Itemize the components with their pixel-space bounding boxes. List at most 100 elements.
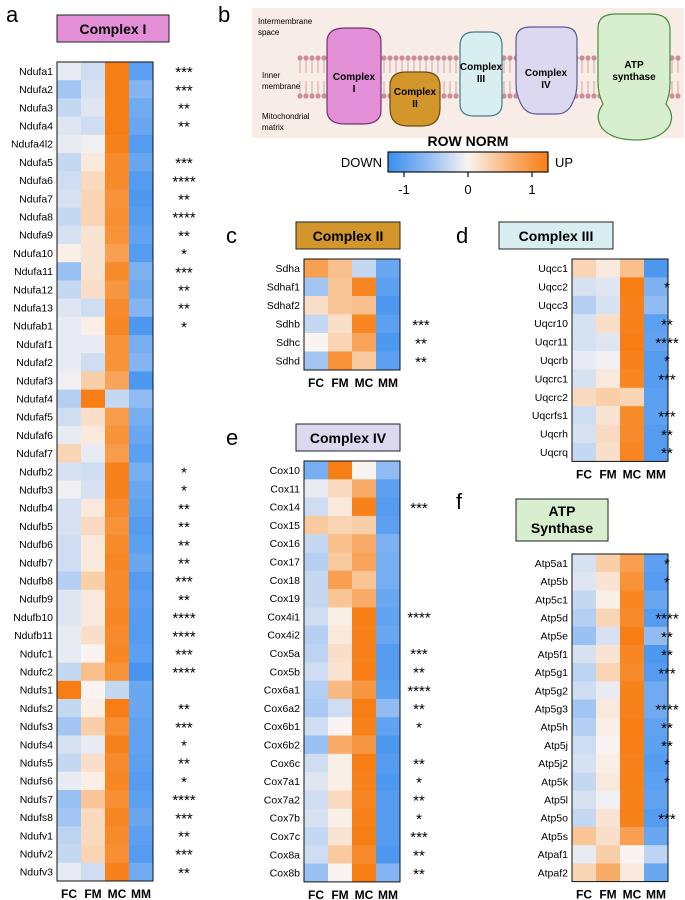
heatmap-cell — [105, 517, 130, 536]
heatmap-cell — [105, 535, 130, 554]
row-label: Ndufc2 — [20, 667, 53, 679]
heatmap-cell — [105, 626, 130, 645]
row-label: Sdhd — [275, 356, 300, 368]
heatmap-cell — [596, 387, 621, 407]
heatmap-cell — [572, 259, 597, 278]
heatmap-cell — [304, 570, 329, 590]
heatmap-cell — [328, 735, 353, 755]
heatmap-cell — [57, 389, 82, 409]
heatmap-cell — [304, 314, 329, 334]
label-inner-2: membrane — [262, 82, 301, 91]
heatmap-cell — [129, 62, 154, 81]
heatmap-cell — [376, 625, 401, 645]
row-label: Ndufv1 — [20, 830, 53, 842]
row-label: Atp5s — [541, 831, 568, 843]
heatmap-cell — [105, 808, 130, 827]
heatmap-cell — [57, 517, 82, 536]
heatmap-cell — [105, 426, 130, 445]
heatmap-cell — [57, 626, 82, 645]
heatmap-cell — [352, 497, 377, 517]
heatmap-cell — [304, 351, 329, 371]
heatmap-cell — [304, 827, 329, 846]
heatmap-cell — [81, 298, 106, 318]
heatmap-cell — [596, 645, 621, 664]
heatmap-cell — [328, 827, 353, 846]
row-label: Atp5g1 — [535, 667, 568, 679]
column-label: MM — [378, 888, 398, 900]
heatmap-cell — [105, 353, 130, 372]
heatmap-cell — [81, 735, 106, 754]
heatmap-cell — [644, 790, 669, 810]
heatmap-cell — [376, 296, 401, 315]
heatmap-cell — [304, 461, 329, 480]
heatmap-cell — [596, 608, 621, 628]
heatmap-cell — [644, 827, 669, 846]
row-label: Ndufaf6 — [16, 430, 53, 442]
heatmap-cell — [572, 681, 597, 700]
column-label: MM — [646, 888, 666, 900]
heatmap-cell — [129, 571, 154, 591]
significance-marker: *** — [410, 646, 428, 663]
row-label: Ndufa2 — [19, 84, 53, 96]
heatmap-cell — [57, 207, 82, 227]
row-label: Ndufa1 — [19, 66, 53, 78]
heatmap-cell — [129, 826, 154, 845]
significance-marker: *** — [175, 719, 193, 736]
heatmap-cell — [376, 845, 401, 864]
heatmap-cell — [129, 426, 154, 445]
heatmap-cell — [644, 554, 669, 573]
heatmap-frame — [571, 258, 669, 462]
heatmap-cell — [620, 351, 645, 370]
heatmap-cell — [644, 590, 669, 609]
heatmap-cell — [644, 699, 669, 719]
heatmap-cell — [644, 626, 669, 646]
column-label: FM — [599, 888, 616, 900]
heatmap-cell — [644, 572, 669, 591]
significance-marker: **** — [172, 210, 196, 227]
heatmap-cell — [644, 845, 669, 864]
heatmap-cell — [129, 535, 154, 554]
heatmap-cell — [105, 699, 130, 718]
heatmap-cell — [352, 333, 377, 352]
heatmap-cell — [620, 554, 645, 573]
complex-ii-label-1: Complex — [394, 87, 437, 98]
column-label: MC — [623, 467, 642, 481]
heatmap-cell — [352, 808, 377, 828]
heatmap-cell — [57, 771, 82, 791]
significance-marker: *** — [175, 155, 193, 172]
heatmap-cell — [129, 498, 154, 518]
row-label: Cox16 — [270, 538, 301, 550]
heatmap-cell — [596, 443, 621, 462]
significance-marker: ** — [661, 427, 673, 444]
row-label: Atp5g2 — [535, 685, 568, 697]
heatmap-cell — [572, 387, 597, 407]
heatmap-cell — [620, 295, 645, 315]
row-label: Uqcrfs1 — [532, 410, 568, 422]
heatmap-cell — [352, 863, 377, 883]
significance-marker: ** — [413, 756, 425, 773]
complex-ii-shape: Complex II — [389, 71, 441, 127]
significance-marker: ** — [178, 829, 190, 846]
heatmap-cell — [596, 572, 621, 591]
heatmap-cell — [596, 351, 621, 370]
significance-marker: ** — [413, 664, 425, 681]
panel-letter-a: a — [6, 2, 19, 27]
heatmap-cell — [304, 845, 329, 864]
row-label: Ndufs4 — [20, 739, 53, 751]
heatmap-cell — [129, 225, 154, 245]
heatmap-cell — [57, 717, 82, 736]
heatmap-cell — [596, 295, 621, 315]
panel-letter-e: e — [226, 425, 238, 450]
row-label: Ndufa9 — [19, 230, 53, 242]
heatmap-cell — [57, 153, 82, 172]
complex-iv-label-2: IV — [541, 80, 551, 91]
significance-marker: *** — [175, 264, 193, 281]
heatmap-cell — [352, 772, 377, 791]
row-label: Ndufc1 — [20, 648, 53, 660]
heatmap-cell — [328, 698, 353, 718]
heatmap-cell — [81, 717, 106, 736]
heatmap-cell — [644, 387, 669, 407]
heatmap-cell — [620, 754, 645, 773]
heatmap-cell — [620, 790, 645, 810]
heatmap-cell — [644, 314, 669, 333]
